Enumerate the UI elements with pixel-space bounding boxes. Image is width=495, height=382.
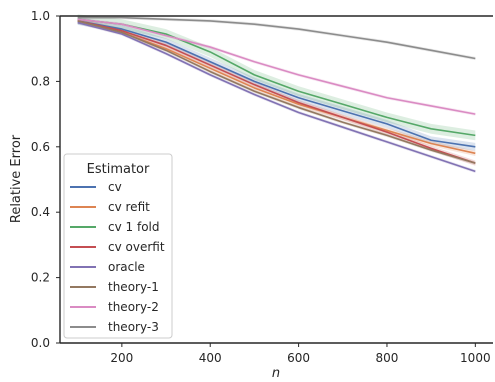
series-lines (77, 16, 476, 173)
x-tick-labels: 200 400 600 800 1000 (110, 343, 491, 365)
x-tick-label: 200 (110, 351, 133, 365)
legend-label-cv-1-fold: cv 1 fold (108, 220, 159, 234)
x-axis-title: n (272, 366, 280, 381)
y-tick-label: 0.2 (31, 271, 50, 285)
legend-title: Estimator (87, 162, 150, 177)
y-tick-label: 0.0 (31, 336, 50, 350)
series-line-theory-1 (77, 20, 476, 164)
legend: Estimator cv cv refit cv 1 fold cv overfit o… (63, 153, 173, 339)
series-line-cv (77, 20, 476, 148)
x-tick-label: 1000 (460, 351, 491, 365)
legend-label-oracle: oracle (108, 260, 145, 274)
legend-items: cv cv refit cv 1 fold cv overfit oracle theor… (70, 180, 165, 334)
legend-box (63, 153, 173, 339)
legend-label-cv: cv (108, 180, 122, 194)
y-axis-title: Relative Error (9, 134, 24, 223)
legend-label-cv-refit: cv refit (108, 200, 150, 214)
y-tick-labels: 0.0 0.2 0.4 0.6 0.8 1.0 (31, 9, 60, 350)
y-tick-label: 0.4 (31, 205, 50, 219)
series-line-oracle (77, 21, 476, 173)
legend-label-cv-overfit: cv overfit (108, 240, 165, 254)
band-cv-1-fold (77, 14, 476, 141)
y-tick-label: 0.6 (31, 140, 50, 154)
legend-label-theory-2: theory-2 (108, 300, 159, 314)
y-tick-label: 1.0 (31, 9, 50, 23)
x-tick-label: 600 (287, 351, 310, 365)
band-cv-refit (77, 18, 476, 156)
x-tick-label: 800 (376, 351, 399, 365)
series-line-theory-3 (77, 16, 476, 60)
band-theory-2 (77, 17, 476, 116)
x-tick-label: 400 (199, 351, 222, 365)
legend-label-theory-3: theory-3 (108, 320, 159, 334)
y-tick-label: 0.8 (31, 74, 50, 88)
legend-label-theory-1: theory-1 (108, 280, 159, 294)
series-line-theory-2 (77, 18, 476, 115)
axes (59, 15, 493, 344)
series-line-cv-overfit (77, 20, 476, 164)
